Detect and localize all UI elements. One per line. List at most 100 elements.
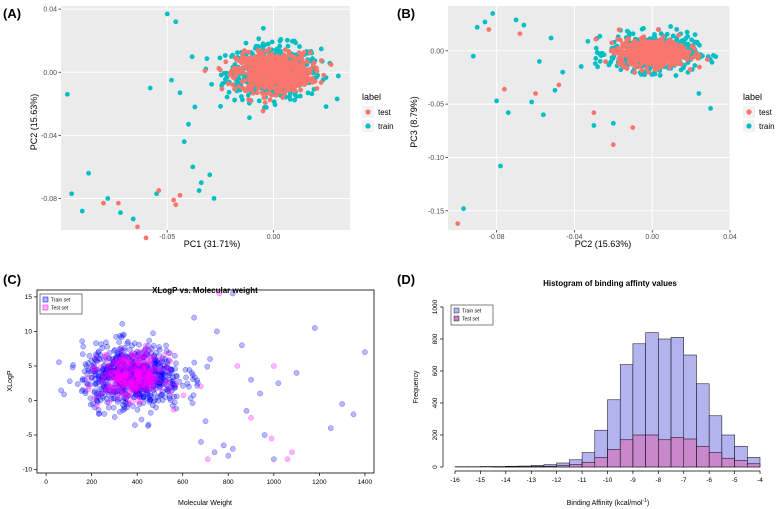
panel-d-xtick-label: -9 [630, 477, 636, 484]
panel-c-train-point [188, 369, 195, 376]
panel-c-train-point [129, 362, 136, 369]
panel-c-train-point [132, 392, 139, 398]
panel-c-train-point [131, 373, 138, 380]
panel-c-train-point [117, 361, 124, 368]
panel-c-train-point [153, 349, 160, 356]
panel-b-train-point [498, 163, 503, 169]
panel-c-train-point [102, 370, 108, 377]
panel-c-train-point [159, 391, 166, 398]
panel-c-train-point [173, 360, 179, 367]
panel-a-test-point [245, 49, 251, 55]
panel-c-train-point [136, 350, 142, 356]
panel-c-test-point [97, 364, 103, 371]
panel-a-test-point [143, 235, 149, 241]
panel-c-train-point [147, 381, 154, 388]
panel-a-train-point [309, 91, 315, 97]
panel-c-train-point [139, 394, 145, 401]
panel-c-train-point [140, 376, 147, 382]
panel-c-train-point [131, 388, 138, 395]
panel-c-train-point [141, 370, 148, 376]
panel-c-train-point [93, 390, 100, 397]
panel-c-train-point [350, 411, 357, 418]
panel-b-test-point [676, 32, 682, 38]
panel-b-test-point [656, 49, 662, 55]
panel-d-bar-test [670, 437, 685, 468]
panel-b-test-point [517, 31, 523, 37]
panel-b-test-point [618, 48, 624, 54]
panel-a-test-point [266, 75, 272, 81]
panel-c-train-point [125, 373, 132, 380]
panel-c-train-point [137, 390, 143, 397]
panel-c-train-point [109, 391, 116, 398]
panel-c-train-point [118, 352, 125, 358]
panel-c-train-point [96, 375, 103, 382]
panel-c-train-point [172, 384, 179, 391]
panel-c-train-point [120, 401, 126, 408]
panel-b-test-point [633, 42, 639, 48]
panel-c-train-point [132, 391, 139, 397]
panel-b-xtick-label: -0.08 [489, 234, 505, 241]
panel-c-train-point [187, 395, 194, 402]
panel-c-train-point [116, 358, 123, 365]
panel-b-train-point [709, 59, 715, 65]
panel-d-xtick-label: -16 [450, 477, 460, 484]
panel-c-train-point [98, 390, 104, 397]
panel-a-test-point [269, 92, 275, 98]
panel-c-train-point [145, 423, 151, 429]
panel-c-train-point [152, 369, 159, 376]
panel-b-train-point [593, 56, 599, 61]
panel-c-test-point [135, 367, 142, 374]
panel-c-train-point [127, 383, 134, 390]
panel-c-train-point [110, 404, 117, 411]
panel-c-train-point [133, 381, 139, 387]
panel-c-train-point [202, 418, 209, 425]
panel-c-xtick-label: 1400 [358, 479, 373, 486]
panel-c-train-point [152, 364, 159, 370]
panel-a-test-point [245, 76, 251, 82]
panel-c-train-point [169, 378, 176, 385]
panel-c-test-point [170, 406, 177, 413]
panel-c-train-point [129, 358, 136, 365]
panel-c-train-point [140, 367, 146, 374]
panel-c-train-point [173, 405, 180, 412]
panel-a-test-point [254, 90, 260, 96]
panel-a-train-point [169, 77, 174, 83]
panel-c-train-point [180, 382, 186, 389]
panel-c-train-point [257, 390, 263, 397]
panel-c-train-point [126, 372, 133, 379]
panel-c-train-point [149, 375, 156, 382]
panel-c-train-point [104, 399, 111, 406]
panel-c-train-point [135, 369, 142, 376]
panel-c-train-point [204, 363, 211, 370]
panel-c-train-point [105, 392, 112, 398]
panel-c-train-point [134, 364, 140, 371]
panel-c-train-point [136, 385, 142, 392]
panel-c-train-point [225, 452, 232, 459]
panel-a-test-point [251, 66, 257, 72]
panel-c-train-point [95, 393, 101, 400]
panel-b-train-point [692, 63, 698, 68]
panel-c-train-point [171, 382, 178, 389]
panel-c-train-point [103, 370, 110, 376]
panel-b-test-point [689, 55, 695, 61]
panel-c-train-point [109, 360, 116, 367]
panel-c-train-point [100, 381, 107, 387]
panel-a-test-point [156, 188, 162, 193]
panel-a-test-point [266, 46, 272, 52]
panel-b-test-point [627, 49, 632, 55]
panel-c-train-point [134, 363, 141, 369]
panel-c-train-point [151, 390, 158, 397]
panel-c-train-point [112, 360, 118, 367]
panel-c-train-point [165, 372, 172, 379]
panel-a-test-point [230, 82, 236, 88]
panel-a-test-point [248, 72, 254, 78]
panel-a-test-point [274, 74, 280, 79]
panel-c-train-point [108, 396, 115, 402]
panel-c-test-point [109, 379, 115, 386]
panel-c-test-point [90, 365, 96, 371]
panel-a-train-point [240, 97, 245, 103]
panel-c-train-point [141, 363, 147, 370]
panel-c-test-point [136, 351, 143, 358]
panel-c-train-point [157, 393, 163, 399]
panel-c-train-point [153, 372, 160, 379]
